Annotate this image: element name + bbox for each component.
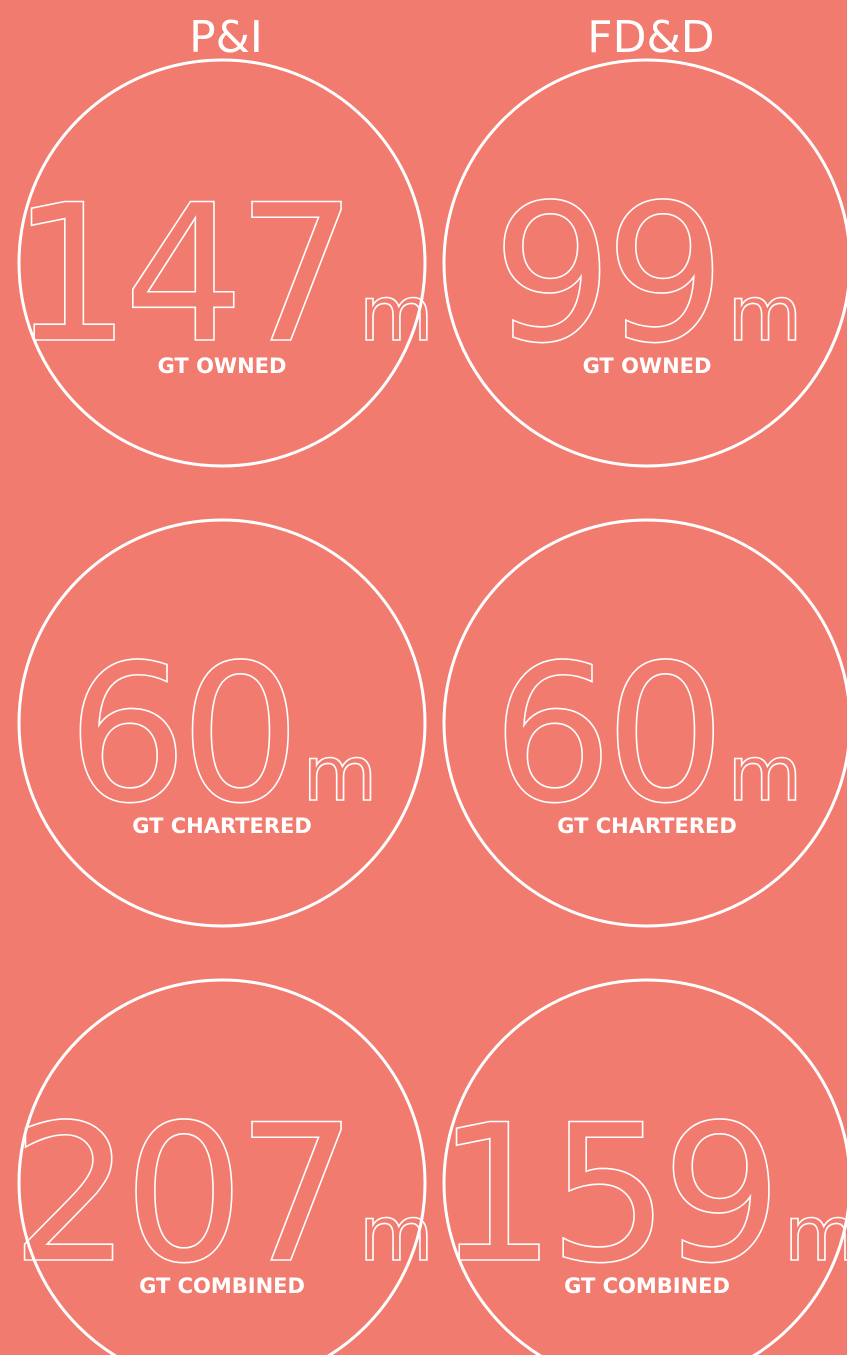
stat-label: GT COMBINED	[564, 1274, 730, 1298]
stat-unit: m	[359, 269, 433, 358]
stat-label: GT OWNED	[158, 354, 287, 378]
stat-value: 159	[436, 1084, 775, 1305]
stat-value: 147	[11, 164, 350, 385]
column-title: P&I	[189, 12, 263, 63]
stat-figure: 99 m	[492, 164, 802, 385]
stat-figure: 147 m	[11, 164, 434, 385]
stat-unit: m	[359, 1189, 433, 1278]
stat-figure: 159 m	[436, 1084, 847, 1305]
stat-label: GT CHARTERED	[557, 814, 737, 838]
stat-circle	[442, 58, 847, 468]
column-title: FD&D	[587, 12, 714, 63]
stat-circle	[17, 978, 427, 1355]
stat-value: 99	[492, 164, 718, 385]
stat-label: GT COMBINED	[139, 1274, 305, 1298]
stat-unit: m	[784, 1189, 847, 1278]
stat-value: 207	[11, 1084, 350, 1305]
stat-label: GT OWNED	[583, 354, 712, 378]
stat-unit: m	[728, 729, 802, 818]
stat-circle	[17, 58, 427, 468]
stat-circle	[442, 978, 847, 1355]
stat-value: 60	[67, 624, 293, 845]
stat-figure: 60 m	[492, 624, 802, 845]
stat-value: 60	[492, 624, 718, 845]
stat-unit: m	[303, 729, 377, 818]
stat-label: GT CHARTERED	[132, 814, 312, 838]
stat-figure: 207 m	[11, 1084, 434, 1305]
stat-circle	[442, 518, 847, 928]
stat-unit: m	[728, 269, 802, 358]
stat-figure: 60 m	[67, 624, 377, 845]
stat-circle	[17, 518, 427, 928]
